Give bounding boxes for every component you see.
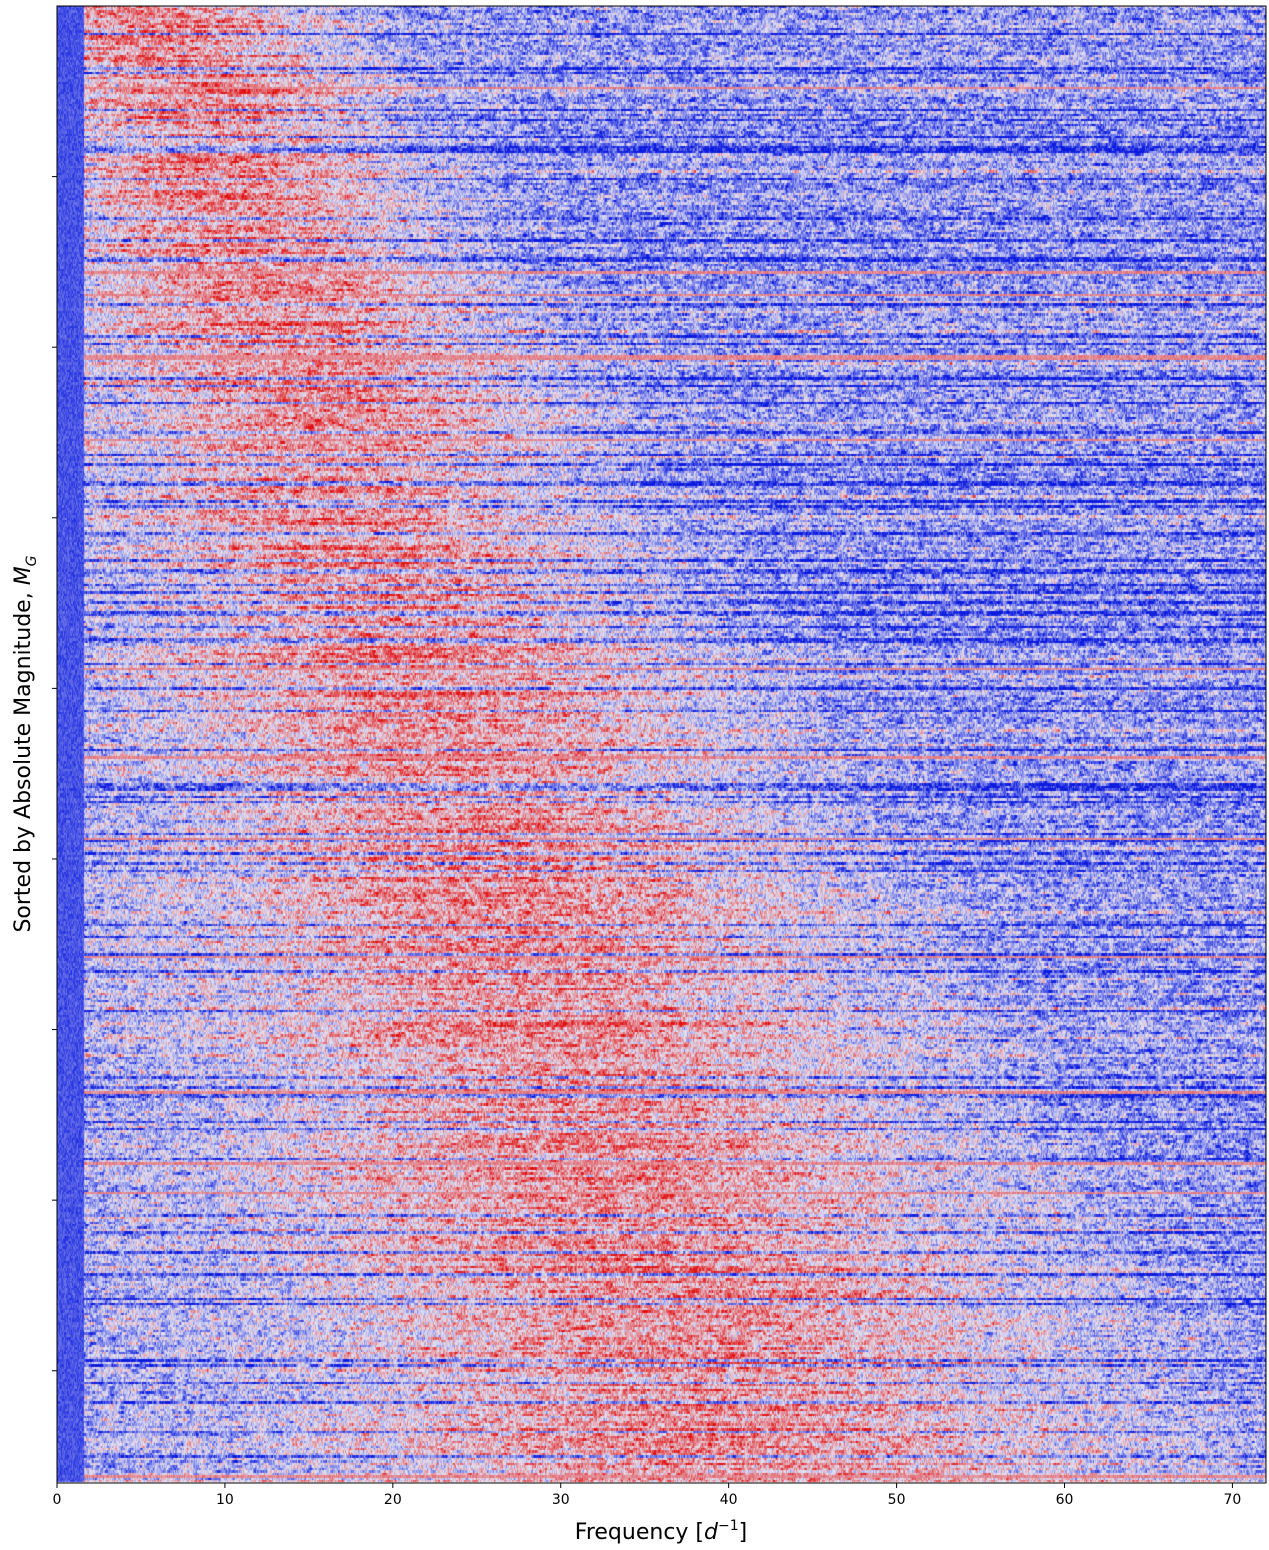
y-axis-ticks bbox=[52, 176, 57, 1372]
x-tick-label: 30 bbox=[552, 1492, 570, 1508]
x-axis-ticks: 0 10 20 30 40 50 60 70 bbox=[53, 1483, 1242, 1508]
x-tick-label: 0 bbox=[53, 1492, 62, 1508]
x-tick-label: 60 bbox=[1056, 1492, 1074, 1508]
heatmap-area bbox=[57, 6, 1266, 1483]
plot-border bbox=[56, 5, 1267, 1484]
x-axis-title: Frequency [d−1] bbox=[575, 1518, 747, 1545]
x-tick-label: 20 bbox=[384, 1492, 402, 1508]
heatmap-image bbox=[57, 6, 1266, 1483]
x-tick-label: 50 bbox=[888, 1492, 906, 1508]
y-axis-title: Sorted by Absolute Magnitude, MG bbox=[11, 555, 40, 932]
x-tick-label: 70 bbox=[1224, 1492, 1242, 1508]
x-tick-label: 40 bbox=[720, 1492, 738, 1508]
x-tick-label: 10 bbox=[216, 1492, 234, 1508]
